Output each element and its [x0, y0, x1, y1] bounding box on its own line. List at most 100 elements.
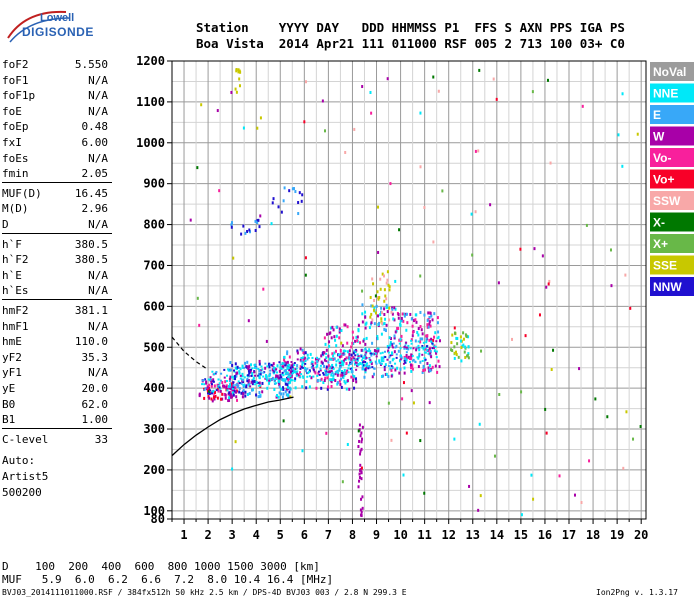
- echo-point: [362, 339, 365, 343]
- echo-point: [391, 307, 394, 311]
- echo-point: [422, 369, 425, 373]
- echo-point: [431, 342, 434, 345]
- echo-point: [266, 365, 269, 368]
- echo-point: [206, 386, 209, 389]
- echo-point: [364, 348, 367, 351]
- echo-point: [416, 331, 419, 335]
- echo-point: [282, 374, 285, 377]
- echo-point: [357, 429, 360, 433]
- echo-point: [326, 332, 329, 336]
- echo-point: [283, 369, 286, 373]
- echo-point: [460, 346, 463, 350]
- echo-point: [454, 350, 457, 354]
- echo-point: [365, 363, 368, 366]
- echo-point: [404, 312, 407, 316]
- echo-point: [431, 365, 434, 369]
- echo-point: [381, 357, 384, 360]
- echo-point: [391, 343, 394, 347]
- echo-point: [625, 410, 628, 414]
- echo-point: [278, 376, 281, 380]
- echo-point: [456, 337, 459, 341]
- legend-label: NNW: [653, 280, 682, 294]
- echo-point: [248, 364, 251, 368]
- echo-point: [300, 366, 303, 369]
- echo-point: [546, 78, 549, 82]
- param-value: 16.45: [74, 186, 108, 200]
- echo-point: [349, 356, 352, 360]
- echo-point: [359, 449, 362, 453]
- echo-point: [429, 311, 432, 315]
- echo-point: [393, 336, 396, 340]
- echo-point: [228, 386, 231, 390]
- echo-point: [343, 379, 346, 383]
- echo-point: [417, 344, 420, 347]
- param-row: D N/A: [2, 218, 108, 232]
- param-row: yE 20.0: [2, 382, 108, 396]
- echo-point: [312, 368, 315, 371]
- echo-point: [423, 491, 426, 495]
- echo-point: [363, 355, 366, 359]
- y-tick-label: 100: [143, 504, 165, 518]
- echo-point: [292, 187, 295, 191]
- auto-code: 500200: [2, 486, 42, 500]
- param-value: N/A: [88, 73, 108, 87]
- echo-point: [391, 306, 394, 310]
- echo-point: [356, 364, 359, 367]
- echo-point: [232, 393, 235, 397]
- echo-point: [297, 373, 300, 377]
- echo-point: [399, 319, 402, 323]
- echo-point: [246, 365, 249, 368]
- param-value: 35.3: [81, 350, 109, 364]
- echo-point: [338, 355, 341, 359]
- echo-point: [220, 372, 223, 375]
- echo-point: [286, 371, 289, 375]
- echo-point: [227, 384, 230, 388]
- echo-point: [394, 330, 397, 334]
- param-name: B1: [2, 413, 16, 427]
- echo-point: [348, 352, 351, 356]
- echo-point: [361, 495, 364, 499]
- echo-point: [322, 351, 325, 355]
- echo-point: [296, 364, 299, 368]
- param-row: foEs N/A: [2, 152, 108, 166]
- echo-point: [335, 344, 338, 348]
- echo-point: [429, 352, 432, 355]
- panel-divider: [2, 232, 112, 234]
- echo-point: [338, 379, 341, 383]
- echo-point: [281, 367, 284, 370]
- echo-point: [468, 484, 471, 488]
- echo-point: [423, 205, 426, 209]
- echo-point: [356, 359, 359, 362]
- echo-point: [356, 339, 359, 343]
- echo-point: [212, 380, 215, 383]
- echo-point: [325, 348, 328, 352]
- echo-point: [367, 350, 370, 353]
- echo-point: [417, 365, 420, 369]
- echo-point: [414, 313, 417, 317]
- echo-point: [207, 392, 210, 395]
- echo-point: [352, 351, 355, 355]
- echo-point: [249, 385, 252, 388]
- echo-point: [357, 364, 360, 367]
- echo-point: [394, 307, 397, 311]
- echo-point: [324, 369, 327, 372]
- echo-point: [283, 360, 286, 364]
- echo-point: [282, 387, 285, 391]
- echo-point: [467, 352, 470, 356]
- param-name: C-level: [2, 432, 49, 446]
- echo-point: [209, 389, 212, 392]
- echo-point: [229, 390, 232, 394]
- echo-point: [295, 367, 298, 370]
- y-tick-label: 200: [143, 463, 165, 477]
- echo-point: [368, 357, 371, 360]
- echo-point: [294, 386, 297, 390]
- echo-point: [273, 371, 276, 375]
- param-row: hmF2 381.1: [2, 304, 108, 318]
- echo-point: [417, 340, 420, 343]
- echo-point: [230, 225, 233, 229]
- echo-point: [394, 346, 397, 349]
- echo-point: [312, 364, 315, 367]
- echo-point: [453, 351, 456, 355]
- echo-point: [236, 386, 239, 389]
- echo-point: [336, 373, 339, 377]
